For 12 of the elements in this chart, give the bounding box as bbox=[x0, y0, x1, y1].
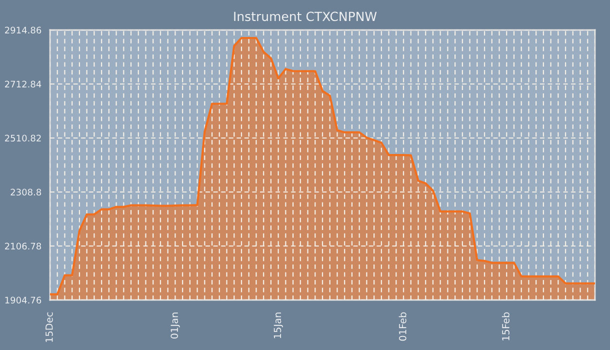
x-tick-label: 15Dec bbox=[46, 312, 53, 342]
y-tick-label: 2712.84 bbox=[4, 80, 42, 88]
x-tick-label: 15Jan bbox=[274, 312, 283, 338]
x-tick-label: 15Feb bbox=[502, 312, 510, 340]
chart-title: Instrument CTXCNPNW bbox=[234, 12, 377, 22]
x-tick-label: 01Feb bbox=[398, 312, 406, 341]
y-tick-label: 2914.86 bbox=[4, 26, 42, 34]
y-tick-label: 2106.78 bbox=[4, 242, 42, 250]
y-tick-label: 2308.8 bbox=[10, 188, 42, 196]
x-tick-label: 01Jan bbox=[170, 312, 180, 339]
y-tick-label: 2510.82 bbox=[4, 134, 41, 142]
y-tick-label: 1904.76 bbox=[5, 296, 42, 304]
